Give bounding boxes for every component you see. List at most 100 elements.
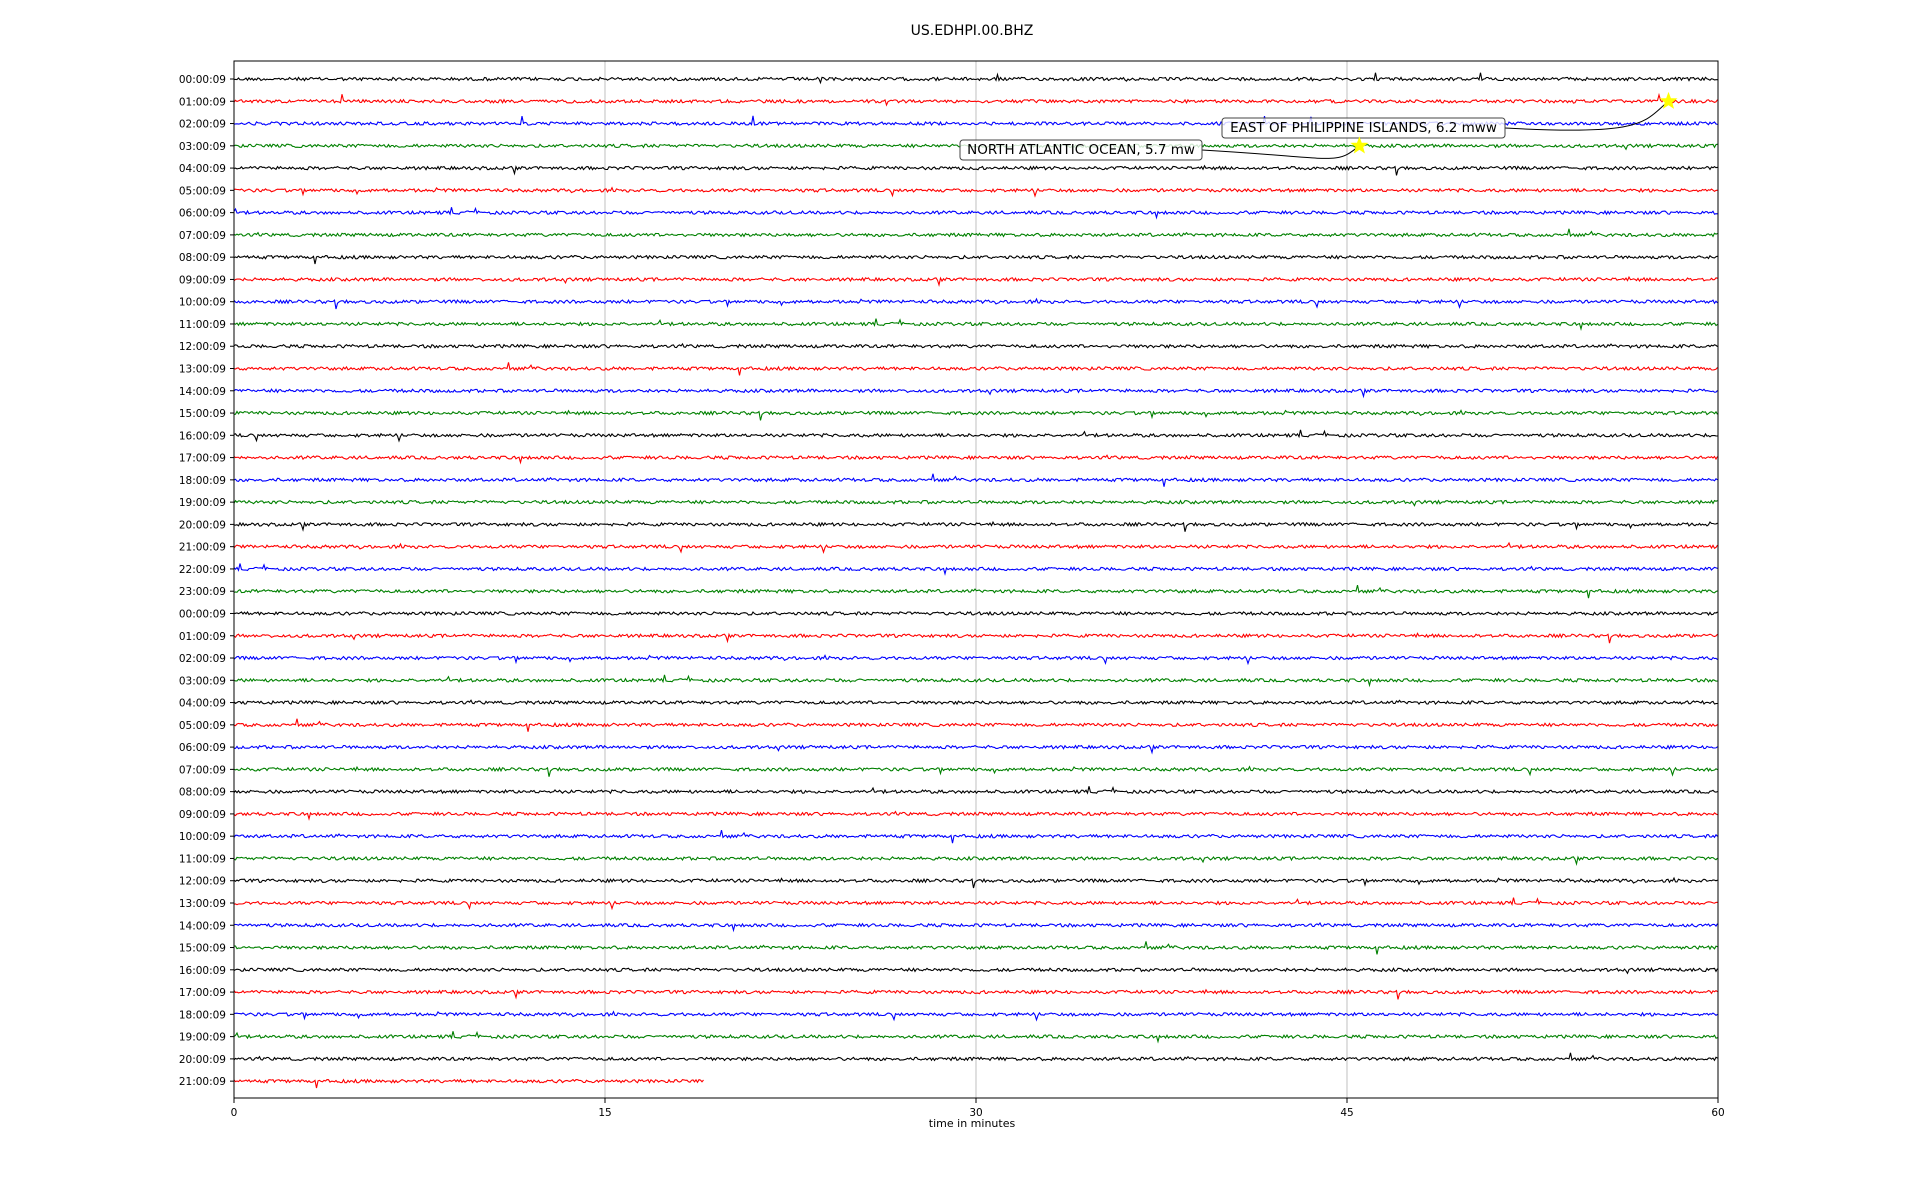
x-tick-label: 0 — [231, 1107, 238, 1119]
trace-row — [233, 967, 1718, 975]
trace-row — [233, 254, 1718, 265]
trace-row — [234, 941, 1718, 955]
y-tick-label: 02:00:09 — [179, 119, 226, 131]
trace-row — [233, 654, 1718, 666]
y-tick-label: 03:00:09 — [179, 675, 226, 687]
traces — [233, 72, 1718, 1089]
trace-row — [233, 765, 1718, 777]
trace-row — [233, 674, 1718, 688]
y-tick-label: 08:00:09 — [179, 787, 226, 799]
event-label: EAST OF PHILIPPINE ISLANDS, 6.2 mww — [1230, 120, 1497, 136]
trace-row — [233, 520, 1718, 532]
trace-row — [233, 164, 1718, 176]
trace-row — [233, 855, 1718, 867]
trace-row — [233, 499, 1718, 507]
trace-row — [233, 876, 1718, 889]
trace-row — [233, 387, 1718, 399]
y-tick-label: 11:00:09 — [179, 319, 226, 331]
trace-row — [233, 584, 1718, 599]
trace-row — [233, 429, 1718, 443]
event-annotations: EAST OF PHILIPPINE ISLANDS, 6.2 mww NORTH… — [959, 91, 1678, 161]
y-tick-label: 04:00:09 — [179, 698, 226, 710]
trace-row — [233, 228, 1718, 238]
x-tick-label: 15 — [598, 1107, 611, 1119]
event-label: NORTH ATLANTIC OCEAN, 5.7 mw — [967, 142, 1195, 158]
trace-row — [233, 897, 1718, 911]
trace-row — [233, 1010, 1718, 1022]
y-tick-label: 04:00:09 — [179, 163, 226, 175]
trace-row — [233, 275, 1718, 288]
y-tick-label: 01:00:09 — [179, 96, 226, 108]
y-tick-label: 16:00:09 — [179, 965, 226, 977]
y-tick-label: 01:00:09 — [179, 631, 226, 643]
y-tick-label: 00:00:09 — [179, 74, 226, 86]
y-tick-label: 02:00:09 — [179, 653, 226, 665]
trace-row — [233, 921, 1718, 933]
y-tick-label: 22:00:09 — [179, 564, 226, 576]
x-ticks: 0 15 30 45 60 — [231, 1098, 1725, 1119]
trace-row — [233, 92, 1718, 107]
y-tick-label: 06:00:09 — [179, 742, 226, 754]
y-tick-label: 13:00:09 — [179, 364, 226, 376]
trace-row — [233, 362, 1718, 376]
trace-row — [233, 988, 1718, 1000]
event-star-marker — [1350, 136, 1369, 154]
trace-row — [233, 718, 1718, 732]
x-axis-label: time in minutes — [929, 1117, 1016, 1130]
y-tick-label: 21:00:09 — [179, 1076, 226, 1088]
event-label-box — [959, 139, 1203, 161]
event-connector — [1504, 100, 1669, 131]
trace-row — [233, 206, 1718, 220]
y-tick-label: 14:00:09 — [179, 920, 226, 932]
y-tick-labels: 00:00:09 01:00:09 02:00:09 03:00:09 04:00:09… — [179, 74, 234, 1088]
trace-row — [233, 342, 1718, 349]
y-tick-label: 06:00:09 — [179, 208, 226, 220]
y-tick-label: 17:00:09 — [179, 987, 226, 999]
y-tick-label: 17:00:09 — [179, 453, 226, 465]
y-tick-label: 13:00:09 — [179, 898, 226, 910]
trace-row — [233, 699, 1718, 706]
y-tick-label: 18:00:09 — [179, 1009, 226, 1021]
y-tick-label: 20:00:09 — [179, 519, 226, 531]
y-tick-label: 10:00:09 — [179, 297, 226, 309]
trace-row — [233, 744, 1718, 755]
y-tick-label: 07:00:09 — [179, 764, 226, 776]
trace-row — [233, 632, 1718, 644]
y-tick-label: 19:00:09 — [179, 497, 226, 509]
event-label-box — [1221, 117, 1506, 139]
y-tick-label: 05:00:09 — [179, 185, 226, 197]
trace-row — [233, 810, 1718, 821]
y-tick-label: 10:00:09 — [179, 831, 226, 843]
y-tick-label: 15:00:09 — [179, 408, 226, 420]
trace-row — [233, 610, 1718, 617]
event-connector — [1201, 145, 1360, 159]
trace-row — [233, 297, 1718, 310]
y-tick-label: 23:00:09 — [179, 586, 226, 598]
plot-frame — [233, 60, 1719, 1099]
trace-row — [233, 318, 1718, 332]
event-star-marker — [1659, 91, 1678, 109]
y-tick-label: 15:00:09 — [179, 943, 226, 955]
y-tick-label: 00:00:09 — [179, 608, 226, 620]
y-tick-label: 07:00:09 — [179, 230, 226, 242]
trace-row — [233, 186, 1718, 198]
y-tick-label: 09:00:09 — [179, 274, 226, 286]
y-tick-label: 11:00:09 — [179, 853, 226, 865]
trace-row — [233, 1052, 1718, 1062]
y-tick-label: 16:00:09 — [179, 430, 226, 442]
trace-row — [233, 563, 1718, 576]
trace-row — [233, 541, 1718, 555]
trace-row — [233, 1078, 704, 1089]
trace-row — [233, 785, 1718, 795]
grid-lines — [604, 61, 1348, 1098]
trace-row — [233, 409, 1718, 421]
y-tick-label: 12:00:09 — [179, 876, 226, 888]
y-tick-label: 19:00:09 — [179, 1032, 226, 1044]
y-tick-label: 14:00:09 — [179, 386, 226, 398]
x-tick-label: 60 — [1711, 1107, 1724, 1119]
y-tick-label: 05:00:09 — [179, 720, 226, 732]
y-tick-label: 12:00:09 — [179, 341, 226, 353]
trace-row — [233, 473, 1718, 487]
